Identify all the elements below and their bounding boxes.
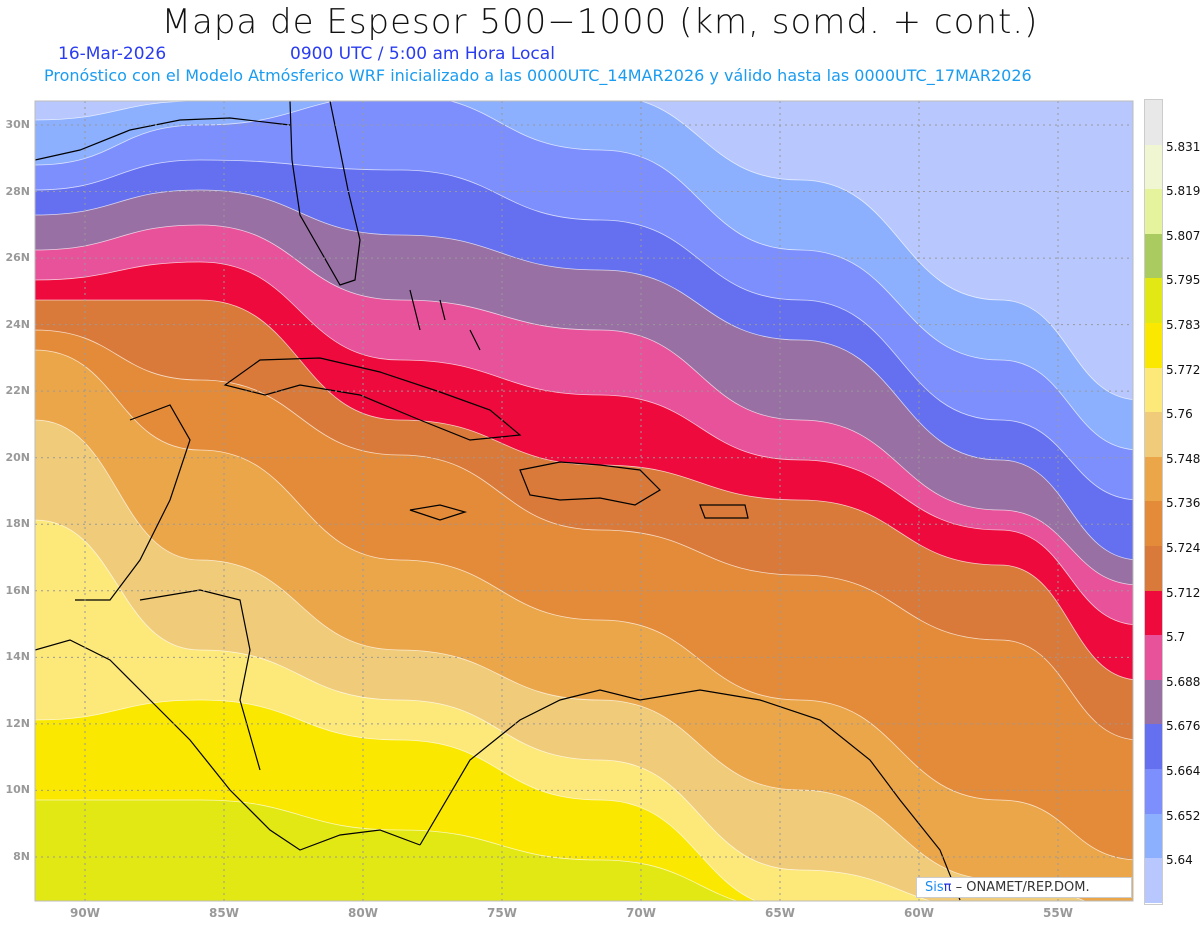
lon-label: 60W <box>904 906 934 920</box>
central-america-coast <box>35 639 421 851</box>
colorbar-level-label: 5.76 <box>1166 407 1193 422</box>
credit-text: – ONAMET/REP.DOM. <box>955 880 1090 895</box>
colorbar-swatch <box>1145 635 1162 680</box>
colorbar-level-label: 5.7 <box>1166 630 1186 645</box>
lon-label: 80W <box>348 906 378 920</box>
lon-label: 55W <box>1043 906 1073 920</box>
lat-label: 28N <box>5 184 30 198</box>
colorbar <box>1144 99 1163 905</box>
lat-label: 24N <box>5 317 30 331</box>
lat-label: 12N <box>5 716 30 730</box>
lon-label: 90W <box>70 906 100 920</box>
jamaica-coast <box>409 504 468 521</box>
yucatan-coast <box>75 404 191 601</box>
colorbar-level-label: 5.819 <box>1166 184 1200 199</box>
colorbar-level-label: 5.772 <box>1166 362 1200 377</box>
colorbar-swatch <box>1145 412 1162 457</box>
colorbar-swatch <box>1145 545 1162 591</box>
credit-box: Sisπ – ONAMET/REP.DOM. <box>916 877 1132 898</box>
lat-label: 10N <box>5 783 30 797</box>
colorbar-swatch <box>1145 501 1162 546</box>
forecast-date: 16-Mar-2026 <box>58 44 167 64</box>
colorbar-swatch <box>1145 456 1162 502</box>
colorbar-swatch <box>1145 233 1162 279</box>
hispaniola-coast <box>519 461 661 506</box>
map-frame <box>34 100 1134 902</box>
cuba-coast <box>223 357 522 441</box>
colorbar-level-label: 5.676 <box>1166 719 1200 734</box>
lat-label: 8N <box>13 849 30 863</box>
lat-label: 16N <box>5 583 30 597</box>
colorbar-level-label: 5.795 <box>1166 273 1200 288</box>
colorbar-swatch <box>1145 100 1162 145</box>
colorbar-swatch <box>1145 367 1162 413</box>
colorbar-level-label: 5.736 <box>1166 496 1200 511</box>
colorbar-swatch <box>1145 322 1162 368</box>
lon-label: 75W <box>487 906 517 920</box>
map-title: Mapa de Espesor 500−1000 (km, somd. + co… <box>161 2 1039 42</box>
colorbar-level-label: 5.64 <box>1166 853 1193 868</box>
colorbar-level-label: 5.724 <box>1166 541 1200 555</box>
colorbar-level-label: 5.652 <box>1166 808 1200 823</box>
colorbar-level-label: 5.712 <box>1166 585 1200 600</box>
lat-label: 20N <box>5 450 30 464</box>
lat-label: 14N <box>5 650 30 664</box>
colorbar-level-label: 5.831 <box>1166 139 1200 154</box>
model-info: Pronóstico con el Modelo Atmósferico WRF… <box>44 66 1032 85</box>
lon-label: 70W <box>626 906 656 920</box>
colorbar-swatch <box>1145 189 1162 234</box>
south-america-coast <box>419 689 961 901</box>
lon-label: 85W <box>209 906 239 920</box>
colorbar-level-label: 5.748 <box>1166 451 1200 466</box>
colorbar-swatch <box>1145 813 1162 859</box>
colorbar-level-label: 5.783 <box>1166 318 1200 332</box>
colorbar-level-label: 5.664 <box>1166 764 1200 778</box>
sispi-logo: Sis <box>925 880 944 895</box>
pi-symbol: π <box>943 880 952 895</box>
colorbar-swatch <box>1145 144 1162 190</box>
coastlines <box>35 101 961 901</box>
lat-label: 26N <box>5 251 30 265</box>
graticule <box>35 101 1133 901</box>
colorbar-level-label: 5.688 <box>1166 674 1200 689</box>
lat-label: 30N <box>5 118 30 131</box>
colorbar-swatch <box>1145 858 1162 903</box>
forecast-time: 0900 UTC / 5:00 am Hora Local <box>290 44 555 64</box>
honduras-coast <box>139 589 261 771</box>
florida-coast <box>289 101 361 286</box>
colorbar-swatch <box>1145 768 1162 814</box>
colorbar-swatch <box>1145 679 1162 725</box>
lat-label: 18N <box>5 517 30 531</box>
thickness-band-13 <box>35 799 739 901</box>
colorbar-swatch <box>1145 590 1162 636</box>
colorbar-swatch <box>1145 278 1162 323</box>
lon-label: 65W <box>765 906 795 920</box>
colorbar-swatch <box>1145 724 1162 769</box>
lat-label: 22N <box>5 384 30 398</box>
thickness-bands <box>35 101 1133 901</box>
bahamas-coast <box>409 289 481 351</box>
colorbar-level-label: 5.807 <box>1166 228 1200 243</box>
puerto-rico-coast <box>699 504 749 519</box>
